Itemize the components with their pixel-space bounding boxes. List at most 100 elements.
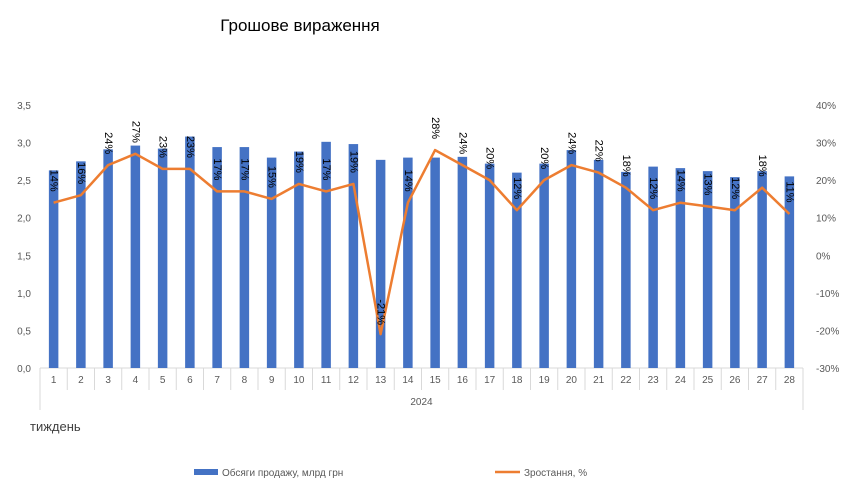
data-label: 20% xyxy=(538,147,550,169)
bar xyxy=(675,168,686,368)
axes: 1 2 3 4 5 6 7 8 9 10 11 12 13 14 15 16 17 18 19 20 21 22 23 24 2… xyxy=(17,101,839,410)
x-tick-label: 4 xyxy=(133,375,139,386)
data-labels: 14% 16% 24% 27% 23% 23% 17% 17% 15% 19% 17% 19% -21%… xyxy=(48,117,796,325)
data-label: 24% xyxy=(102,132,114,154)
y2-tick-label: -20% xyxy=(816,326,839,337)
data-label: 23% xyxy=(157,136,169,158)
bar xyxy=(702,171,713,368)
x-tick-label: 16 xyxy=(457,375,469,386)
y2-tick-label: 20% xyxy=(816,176,836,187)
data-label: -21% xyxy=(375,299,387,325)
line-series xyxy=(53,148,791,336)
data-label: 20% xyxy=(484,147,496,169)
x-tick-label: 9 xyxy=(269,375,275,386)
data-label: 28% xyxy=(429,117,441,139)
bar xyxy=(348,144,359,368)
x-tick-label: 21 xyxy=(593,375,605,386)
x-tick-label: 6 xyxy=(187,375,193,386)
x-tick-label: 18 xyxy=(511,375,523,386)
bar xyxy=(784,176,795,368)
bar-series xyxy=(48,136,795,368)
data-label: 19% xyxy=(293,151,305,173)
x-tick-label: 5 xyxy=(160,375,166,386)
x-tick-label: 11 xyxy=(321,375,332,386)
data-label: 18% xyxy=(620,155,632,177)
bar xyxy=(512,172,522,368)
y2-tick-label: 40% xyxy=(816,101,836,112)
bar xyxy=(621,171,631,368)
data-label: 14% xyxy=(48,170,60,192)
bar xyxy=(539,163,549,368)
chart-title: Грошове вираження xyxy=(220,16,380,35)
data-label: 22% xyxy=(593,140,605,162)
data-label: 24% xyxy=(565,132,577,154)
bar xyxy=(593,159,604,368)
x-tick-label: 7 xyxy=(214,375,220,386)
data-label: 15% xyxy=(266,166,278,188)
y-tick-label: 3,5 xyxy=(17,101,31,112)
x-tick-label: 23 xyxy=(648,375,660,386)
bar xyxy=(157,148,168,368)
y-tick-label: 3,0 xyxy=(17,139,31,150)
data-label: 27% xyxy=(129,121,141,143)
bar xyxy=(294,151,304,368)
x-axis-title: тиждень xyxy=(30,419,81,434)
bar xyxy=(239,147,250,368)
bar xyxy=(648,166,658,368)
y-tick-label: 0,0 xyxy=(17,364,31,375)
x-tick-label: 15 xyxy=(430,375,442,386)
bar xyxy=(212,147,222,368)
legend-bar-swatch xyxy=(194,469,218,475)
x-tick-label: 26 xyxy=(729,375,741,386)
bar xyxy=(566,150,577,368)
x-tick-label: 8 xyxy=(242,375,248,386)
data-label: 23% xyxy=(184,136,196,158)
y2-tick-label: -10% xyxy=(816,289,839,300)
y-tick-label: 0,5 xyxy=(17,326,31,337)
data-label: 18% xyxy=(756,155,768,177)
data-label: 24% xyxy=(456,132,468,154)
data-label: 14% xyxy=(402,170,414,192)
bar xyxy=(757,171,767,368)
x-tick-label: 22 xyxy=(620,375,632,386)
x-tick-label: 14 xyxy=(402,375,414,386)
data-label: 14% xyxy=(674,170,686,192)
x-tick-label: 10 xyxy=(293,375,305,386)
bar xyxy=(730,177,740,368)
data-label: 16% xyxy=(75,162,87,184)
data-label: 17% xyxy=(211,158,223,180)
bar xyxy=(457,156,468,368)
x-tick-label: 3 xyxy=(105,375,111,386)
x-tick-label: 27 xyxy=(757,375,769,386)
data-label: 19% xyxy=(347,151,359,173)
bar xyxy=(321,141,331,368)
x-tick-label: 20 xyxy=(566,375,578,386)
y-tick-label: 2,0 xyxy=(17,214,31,225)
x-tick-label: 19 xyxy=(539,375,551,386)
x-tick-label: 13 xyxy=(375,375,387,386)
y2-tick-label: 0% xyxy=(816,251,831,262)
data-label: 17% xyxy=(238,158,250,180)
bar xyxy=(130,145,141,368)
x-tick-label: 17 xyxy=(484,375,496,386)
y-tick-label: 1,5 xyxy=(17,251,31,262)
bar xyxy=(403,157,413,368)
bar xyxy=(48,170,59,368)
data-label: 17% xyxy=(320,158,332,180)
x-tick-label: 25 xyxy=(702,375,714,386)
legend: Обсяги продажу, млрд грн Зростання, % xyxy=(194,467,587,479)
data-label: 12% xyxy=(647,177,659,199)
data-label: 13% xyxy=(702,173,714,195)
growth-line xyxy=(53,148,791,336)
y2-tick-label: 10% xyxy=(816,214,836,225)
x-tick-label: 2 xyxy=(78,375,84,386)
data-label: 12% xyxy=(729,177,741,199)
bar xyxy=(76,161,86,368)
data-label: 12% xyxy=(511,177,523,199)
x-tick-label: 24 xyxy=(675,375,687,386)
x-tick-label: 12 xyxy=(348,375,360,386)
data-label: 11% xyxy=(783,181,795,202)
bar xyxy=(430,157,440,368)
y2-tick-label: 30% xyxy=(816,139,836,150)
